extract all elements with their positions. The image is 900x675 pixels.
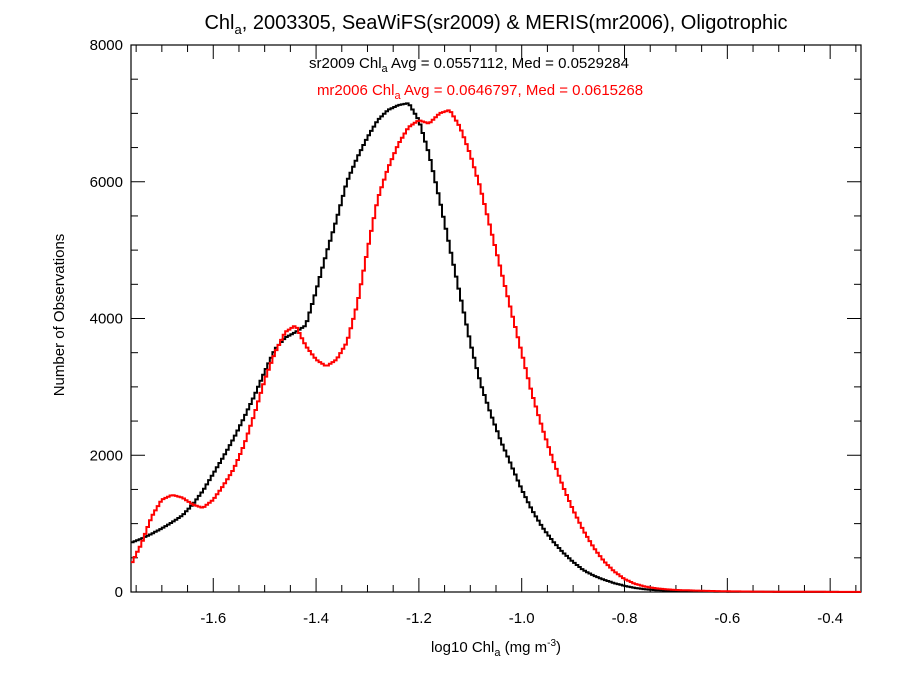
x-tick-label: -1.4 <box>303 610 329 627</box>
x-axis-label: log10 Chla (mg m-3) <box>431 638 561 659</box>
x-tick-label: -1.6 <box>200 610 226 627</box>
x-tick-label: -0.4 <box>817 610 843 627</box>
y-tick-label: 6000 <box>90 174 123 191</box>
series-mr2006-line <box>131 109 861 593</box>
x-tick-label: -1.2 <box>406 610 432 627</box>
plot-frame <box>130 44 862 593</box>
x-tick-label: -0.6 <box>714 610 740 627</box>
axis-ticks: -1.6 -1.4 -1.2 -1.0 -0.8 -0.6 -0.4 0 2000 4000 600… <box>90 37 861 627</box>
series-group <box>131 102 861 593</box>
y-axis-label: Number of Observations <box>51 234 68 397</box>
x-tick-label: -0.8 <box>612 610 638 627</box>
y-tick-label: 4000 <box>90 311 123 328</box>
chart-title: Chla, 2003305, SeaWiFS(sr2009) & MERIS(m… <box>204 12 787 37</box>
y-tick-label: 8000 <box>90 37 123 54</box>
x-tick-label: -1.0 <box>509 610 535 627</box>
series-sr2009-line <box>131 102 861 593</box>
annotation-mr2006-stats: mr2006 Chla Avg = 0.0646797, Med = 0.061… <box>317 82 643 102</box>
y-tick-label: 0 <box>115 584 123 601</box>
y-tick-label: 2000 <box>90 447 123 464</box>
annotation-sr2009-stats: sr2009 Chla Avg = 0.0557112, Med = 0.052… <box>309 55 629 75</box>
